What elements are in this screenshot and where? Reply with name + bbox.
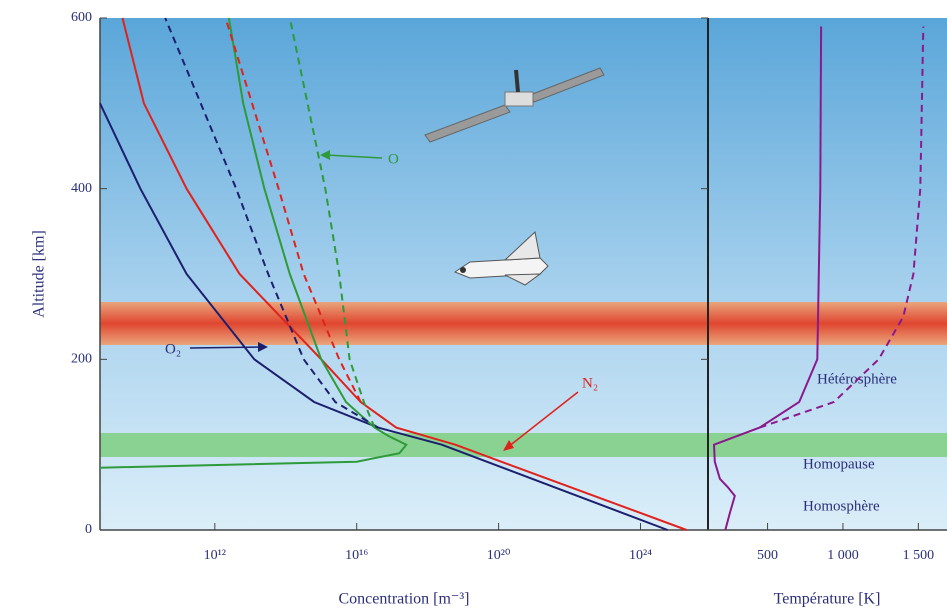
annotation: O₂ [165, 341, 181, 357]
y-tick-label: 600 [71, 10, 92, 25]
series-line [224, 17, 362, 403]
annotation: Homopause [803, 456, 875, 472]
y-tick-label: 0 [85, 522, 92, 537]
x-tick-label: 1 500 [903, 548, 935, 563]
y-axis-label: Altitude [km] [31, 230, 48, 318]
orbit-band [100, 302, 947, 345]
series-line [99, 102, 668, 531]
x-tick-label: 10¹² [204, 548, 226, 563]
x-tick-label: 10²⁰ [487, 548, 511, 563]
x-tick-label: 10¹⁶ [345, 548, 368, 563]
series-line [759, 26, 925, 429]
annotation: N₂ [582, 375, 598, 391]
x-tick-label: 1 000 [827, 548, 859, 563]
x-axis-label: Concentration [m⁻³] [339, 591, 470, 608]
x-tick-label: 500 [757, 548, 778, 563]
annotation: Homosphère [803, 498, 880, 514]
y-tick-label: 400 [71, 181, 92, 196]
annotation-arrows [189, 150, 579, 451]
satellite-icon [424, 67, 605, 143]
homopause-band [100, 433, 947, 457]
shuttle-icon [453, 231, 549, 286]
annotation: O [388, 151, 399, 167]
series-line [712, 26, 823, 531]
series-line [164, 17, 379, 429]
y-tick-label: 200 [71, 352, 92, 367]
x-axis-label: Température [K] [774, 591, 881, 608]
x-tick-label: 10²⁴ [629, 548, 652, 563]
series-line [99, 17, 408, 469]
